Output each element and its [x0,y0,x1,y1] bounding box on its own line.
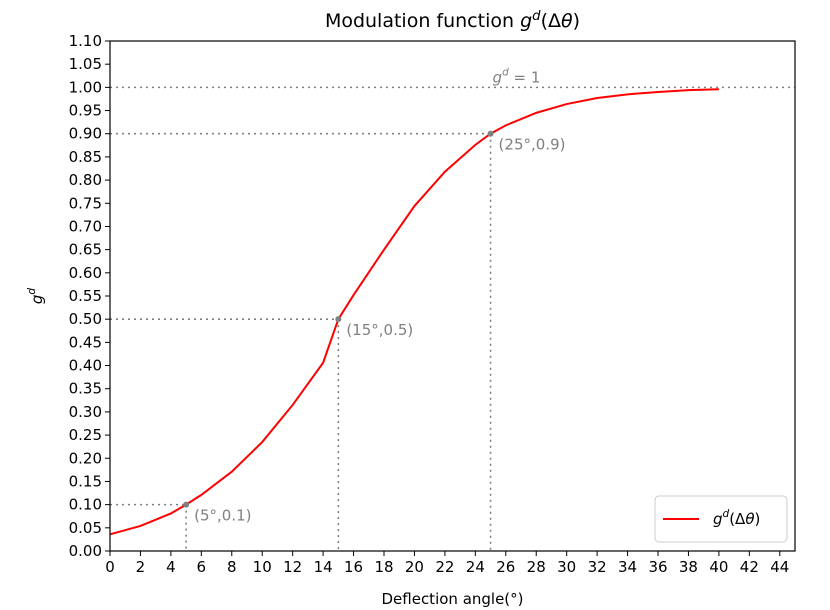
x-tick-label: 22 [435,558,454,576]
y-tick-label: 0.10 [69,496,102,514]
y-tick-label: 0.60 [69,264,102,282]
series-line [109,88,719,536]
plot-frame [109,40,796,552]
x-tick-label: 38 [679,558,698,576]
x-tick-label: 30 [557,558,576,576]
y-tick-label: 0.95 [69,102,102,120]
y-tick-label: 0.80 [69,171,102,189]
y-tick-label: 0.15 [69,472,102,490]
legend-entry: gd(Δθ) [713,508,760,528]
y-tick-label: 0.90 [69,125,102,143]
x-tick-label: 28 [527,558,546,576]
x-tick-label: 40 [709,558,728,576]
y-tick-label: 0.70 [69,217,102,235]
y-tick-label: 0.40 [69,357,102,375]
annotation-point-0 [183,501,190,508]
y-tick-label: 0.85 [69,148,102,166]
y-tick-label: 0.75 [69,194,102,212]
annotation-point-2 [487,130,494,137]
chart-title: Modulation function gd(Δθ) [325,9,580,32]
y-tick-label: 0.05 [69,519,102,537]
y-tick-label: 1.05 [69,55,102,73]
y-tick-label: 0.00 [69,542,102,560]
y-tick-label: 1.00 [69,78,102,96]
y-tick-label: 0.30 [69,403,102,421]
x-tick-label: 34 [618,558,637,576]
x-tick-label: 44 [770,558,789,576]
x-axis-label: Deflection angle(°) [381,590,523,608]
x-tick-label: 14 [314,558,333,576]
x-tick-label: 6 [197,558,207,576]
y-tick-label: 0.50 [69,310,102,328]
x-tick-label: 2 [136,558,146,576]
y-tick-label: 0.25 [69,426,102,444]
x-tick-label: 12 [283,558,302,576]
x-tick-label: 20 [405,558,424,576]
y-tick-label: 0.20 [69,449,102,467]
y-tick-label: 0.55 [69,287,102,305]
x-tick-label: 10 [253,558,272,576]
y-tick-label: 0.35 [69,380,102,398]
x-tick-label: 0 [105,558,115,576]
x-tick-label: 36 [648,558,667,576]
x-tick-label: 42 [740,558,759,576]
y-tick-label: 0.65 [69,241,102,259]
reference-line-label: gd = 1 [493,66,541,86]
legend-box [654,495,788,543]
annotation-label-0: (5°,0.1) [194,507,251,525]
annotation-label-1: (15°,0.5) [346,321,413,339]
x-tick-label: 4 [166,558,176,576]
annotation-label-2: (25°,0.9) [499,136,566,154]
x-tick-label: 18 [374,558,393,576]
y-tick-label: 0.45 [69,333,102,351]
x-tick-label: 32 [588,558,607,576]
annotation-point-1 [335,316,342,323]
x-tick-label: 24 [466,558,485,576]
y-tick-label: 1.10 [69,32,102,50]
x-tick-label: 26 [496,558,515,576]
x-tick-label: 8 [227,558,237,576]
x-tick-label: 16 [344,558,363,576]
y-axis-label: gd [26,288,46,305]
